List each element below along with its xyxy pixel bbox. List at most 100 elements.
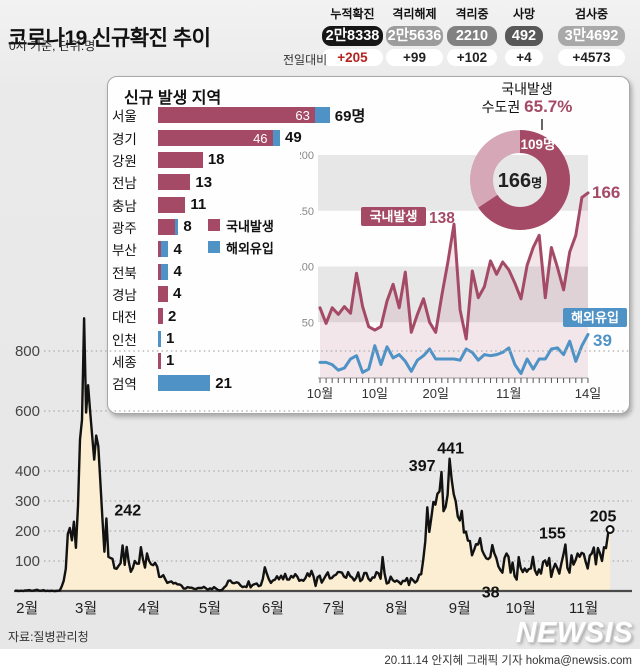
region-row-검역: 검역 21 xyxy=(112,372,365,394)
legend-domestic-label: 국내발생 xyxy=(226,218,274,234)
region-name: 경기 xyxy=(112,131,137,147)
region-row-광주: 광주 8 xyxy=(112,216,365,238)
svg-text:39: 39 xyxy=(593,331,612,350)
region-row-세종: 세종 1 xyxy=(112,350,365,372)
stat-delta-badge: +102 xyxy=(447,49,497,66)
domestic-segment xyxy=(158,196,186,213)
svg-text:14일: 14일 xyxy=(575,386,601,401)
legend: 국내발생 해외유입 xyxy=(208,214,274,258)
region-total-label: 8 xyxy=(183,218,192,236)
svg-text:9월: 9월 xyxy=(449,600,471,617)
region-total-label: 4 xyxy=(173,240,182,258)
stat-1: 누적확진 2만8338 +205 xyxy=(322,6,383,66)
donut-title-line1: 국내발생 xyxy=(501,81,553,97)
stat-4: 사망 492 +4 xyxy=(505,6,543,66)
region-total-label: 1 xyxy=(166,330,175,348)
imported-segment xyxy=(161,263,169,280)
region-bar xyxy=(158,151,203,168)
page-subtitle: 0시 기준, 단위:명 xyxy=(9,39,96,53)
stat-2: 격리해제 2만5636 +99 xyxy=(386,6,443,66)
legend-imported-label: 해외유입 xyxy=(226,240,274,256)
stat-label: 누적확진 xyxy=(330,7,375,21)
stat-delta-badge: +99 xyxy=(386,49,443,66)
region-name: 전북 xyxy=(112,265,137,281)
region-bar xyxy=(158,174,191,191)
region-row-인천: 인천 1 xyxy=(112,327,365,349)
donut-title-line2: 수도권 xyxy=(481,99,521,115)
svg-text:200: 200 xyxy=(300,150,314,162)
region-bar xyxy=(158,241,169,258)
region-name: 부산 xyxy=(112,243,137,259)
svg-text:20일: 20일 xyxy=(422,386,448,401)
inset-trend-chart: 50 100 150 200 10월 10일 20일 11월 14일 국내발생 138 166 해외유입… xyxy=(300,150,627,401)
stat-3: 격리중 2210 +102 xyxy=(447,6,497,66)
region-name: 대전 xyxy=(112,310,137,326)
svg-text:300: 300 xyxy=(15,493,40,510)
domestic-segment xyxy=(158,285,168,302)
region-row-전북: 전북 4 xyxy=(112,260,365,282)
region-bar xyxy=(158,263,169,280)
region-total-label: 69명 xyxy=(334,107,366,125)
domestic-segment xyxy=(158,174,191,191)
imported-segment xyxy=(161,241,169,258)
region-chart-title: 신규 발생 지역 xyxy=(124,90,222,107)
domestic-value-label: 46 xyxy=(253,130,268,146)
region-name: 광주 xyxy=(112,220,137,236)
svg-text:10월: 10월 xyxy=(505,600,536,617)
region-total-label: 18 xyxy=(207,151,225,169)
main-trend-chart: 100 200 300 400 600 800 2월 3월 4월 5월 6월 7월 8월 9월 10월 11월… xyxy=(14,317,632,617)
svg-text:400: 400 xyxy=(15,463,40,480)
svg-text:166명: 166명 xyxy=(498,170,542,192)
delta-caption: 전일대비 xyxy=(283,53,328,67)
region-bar-chart: 서울 63 69명 경기 46 49 강원 18 전남 13 충남 11 광주 8 부산 4 전북 4 경남 4 대전 2… xyxy=(112,104,365,394)
domestic-segment xyxy=(158,129,273,146)
domestic-segment xyxy=(158,151,203,168)
domestic-segment xyxy=(158,107,315,124)
svg-text:5월: 5월 xyxy=(199,600,221,617)
svg-text:138: 138 xyxy=(429,210,455,227)
svg-text:600: 600 xyxy=(15,403,40,420)
imported-segment xyxy=(314,107,330,124)
svg-text:10월: 10월 xyxy=(307,386,333,401)
svg-text:3월: 3월 xyxy=(75,600,97,617)
region-total-label: 2 xyxy=(167,307,177,325)
region-row-강원: 강원 18 xyxy=(112,149,365,171)
stat-value-badge: 492 xyxy=(505,26,543,46)
svg-text:150: 150 xyxy=(300,206,314,218)
region-row-경남: 경남 4 xyxy=(112,283,365,305)
data-source: 자료:질병관리청 xyxy=(8,630,89,644)
domestic-segment xyxy=(158,263,161,280)
region-name: 강원 xyxy=(112,153,137,169)
svg-text:441: 441 xyxy=(437,441,464,458)
imported-segment xyxy=(158,375,211,392)
svg-text:11월: 11월 xyxy=(569,600,598,617)
svg-text:7월: 7월 xyxy=(323,600,345,617)
legend-item-imported: 해외유입 xyxy=(208,236,274,258)
region-total-label: 4 xyxy=(172,285,182,303)
region-row-부산: 부산 4 xyxy=(112,238,365,260)
imported-segment xyxy=(175,218,179,235)
byline-credit: 20.11.14 안지혜 그래픽 기자 hokma@newsis.com xyxy=(384,655,632,667)
region-bar xyxy=(158,196,186,213)
domestic-segment xyxy=(158,352,161,369)
stat-delta-badge: +205 xyxy=(322,49,383,66)
domestic-segment xyxy=(158,308,163,325)
stat-value-badge: 2만8338 xyxy=(322,26,383,46)
domestic-value-label: 63 xyxy=(295,108,310,124)
imported-segment xyxy=(158,330,161,347)
region-row-경기: 경기 46 49 xyxy=(112,126,365,148)
svg-text:397: 397 xyxy=(409,458,436,475)
region-name: 세종 xyxy=(112,354,137,370)
svg-text:155: 155 xyxy=(539,526,566,543)
imported-swatch-icon xyxy=(208,241,220,253)
svg-text:38: 38 xyxy=(482,585,500,602)
stat-value-badge: 2만5636 xyxy=(386,26,443,46)
region-row-전남: 전남 13 xyxy=(112,171,365,193)
stat-label: 격리해제 xyxy=(392,7,437,21)
region-bar xyxy=(158,218,179,235)
region-bar xyxy=(158,375,211,392)
imported-segment xyxy=(272,129,280,146)
region-bar xyxy=(158,330,161,347)
bottom-strip xyxy=(0,649,640,669)
